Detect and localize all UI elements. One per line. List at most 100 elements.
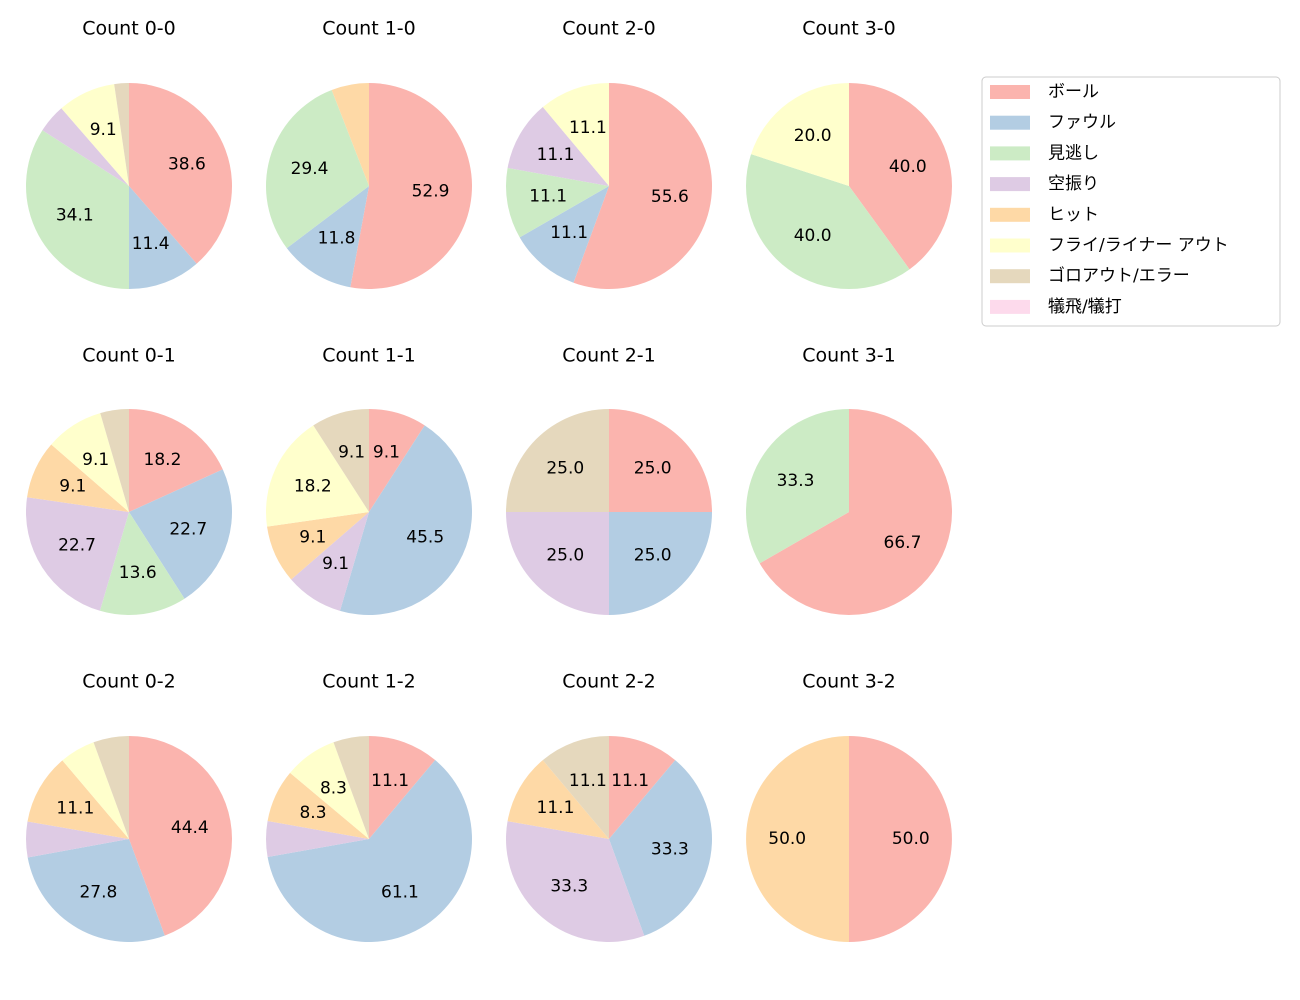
value-label: 40.0 — [794, 226, 832, 246]
pie-slice — [290, 742, 369, 839]
pie-slice — [350, 83, 473, 289]
pie-slice — [129, 469, 232, 599]
pie-slice — [849, 83, 953, 270]
value-label: 29.4 — [291, 159, 329, 179]
value-label: 9.1 — [82, 450, 109, 470]
pie-slice — [313, 409, 369, 512]
legend-label: ゴロアウト/エラー — [1048, 265, 1190, 286]
pie-title: Count 3-2 — [802, 671, 896, 693]
value-label: 22.7 — [169, 520, 207, 540]
pie-slice — [267, 772, 369, 839]
pie-slice — [505, 821, 645, 942]
value-label: 11.8 — [318, 229, 356, 249]
value-label: 50.0 — [768, 829, 806, 849]
pie-title: Count 3-1 — [802, 345, 896, 367]
pie-slice — [25, 821, 130, 858]
pie-slice — [506, 512, 609, 615]
value-label: 11.1 — [537, 145, 575, 165]
pie-slice — [42, 108, 130, 186]
pie-slice — [51, 413, 129, 512]
pie-slice — [114, 83, 129, 186]
value-label: 40.0 — [889, 157, 927, 177]
legend-label: ファウル — [1048, 113, 1116, 133]
pie-title: Count 2-2 — [562, 671, 656, 693]
value-label: 9.1 — [59, 476, 86, 496]
pie-slice — [542, 83, 609, 186]
value-label: 33.3 — [777, 471, 815, 491]
pie-slice — [99, 512, 185, 615]
value-label: 8.3 — [320, 778, 347, 798]
value-label: 44.4 — [171, 818, 209, 838]
legend-label: 空振り — [1048, 174, 1099, 194]
pie-slice — [759, 409, 952, 615]
pie-slice — [266, 425, 369, 527]
value-label: 55.6 — [651, 187, 689, 207]
value-label: 33.3 — [651, 840, 689, 860]
pie-slice — [266, 89, 369, 249]
value-label: 50.0 — [892, 829, 930, 849]
pie-slice — [507, 760, 609, 839]
pie-slice — [573, 83, 713, 289]
pie-slice — [27, 760, 129, 839]
pie-title: Count 2-1 — [562, 345, 656, 367]
pie-slice — [745, 409, 849, 564]
pie-slice — [339, 425, 472, 615]
pie-slice — [746, 736, 849, 942]
pie-title: Count 1-2 — [322, 671, 416, 693]
legend-swatch — [990, 85, 1030, 99]
value-label: 9.1 — [338, 443, 365, 463]
pie-title: Count 0-1 — [82, 345, 176, 367]
value-label: 20.0 — [794, 126, 832, 146]
legend-label: ヒット — [1048, 205, 1099, 225]
pie-slice — [369, 736, 436, 839]
pie-slice — [746, 154, 910, 289]
value-label: 9.1 — [299, 528, 326, 548]
pie-slice — [609, 409, 712, 512]
legend-label: フライ/ライナー アウト — [1048, 236, 1229, 256]
value-label: 11.1 — [550, 223, 588, 243]
pie-slice — [265, 820, 369, 858]
pie-slice — [331, 83, 369, 186]
legend-label: 犠飛/犠打 — [1048, 297, 1122, 317]
pie-title: Count 0-2 — [82, 671, 176, 693]
pie-title: Count 2-0 — [562, 18, 656, 40]
legend-swatch — [990, 177, 1030, 192]
value-label: 27.8 — [79, 883, 117, 903]
value-label: 45.5 — [406, 528, 444, 548]
pie-slice — [609, 760, 712, 936]
value-label: 11.4 — [132, 234, 170, 254]
pie-slice — [129, 83, 233, 264]
value-label: 9.1 — [373, 443, 400, 463]
pie-slice — [100, 409, 129, 512]
pie-slice — [609, 736, 676, 839]
value-label: 11.1 — [569, 118, 607, 138]
pie-slice — [542, 736, 609, 839]
pie-slice — [129, 186, 197, 289]
legend-label: 見逃し — [1048, 143, 1099, 163]
pie-slice — [267, 760, 472, 942]
value-label: 9.1 — [90, 120, 117, 140]
pie-slice — [27, 839, 165, 943]
value-label: 52.9 — [412, 182, 450, 202]
value-label: 11.1 — [611, 771, 649, 791]
legend-swatch — [990, 207, 1030, 222]
pie-slice — [286, 186, 369, 288]
pie-slice — [61, 84, 129, 186]
value-label: 18.2 — [144, 450, 182, 470]
value-label: 25.0 — [634, 458, 672, 478]
value-label: 11.1 — [529, 187, 567, 207]
pie-title: Count 1-1 — [322, 345, 416, 367]
value-label: 34.1 — [56, 206, 94, 226]
pie-slice — [26, 130, 129, 289]
pie-slice — [519, 186, 609, 283]
pie-title: Count 3-0 — [802, 18, 896, 40]
value-label: 18.2 — [294, 476, 332, 496]
pie-title: Count 0-0 — [82, 18, 176, 40]
pie-slice — [93, 736, 129, 839]
value-label: 13.6 — [119, 563, 157, 583]
pie-slice — [506, 167, 609, 238]
legend-label: ボール — [1048, 82, 1099, 102]
value-label: 33.3 — [550, 876, 588, 896]
pie-slice — [129, 409, 223, 512]
pie-slice — [267, 512, 369, 580]
